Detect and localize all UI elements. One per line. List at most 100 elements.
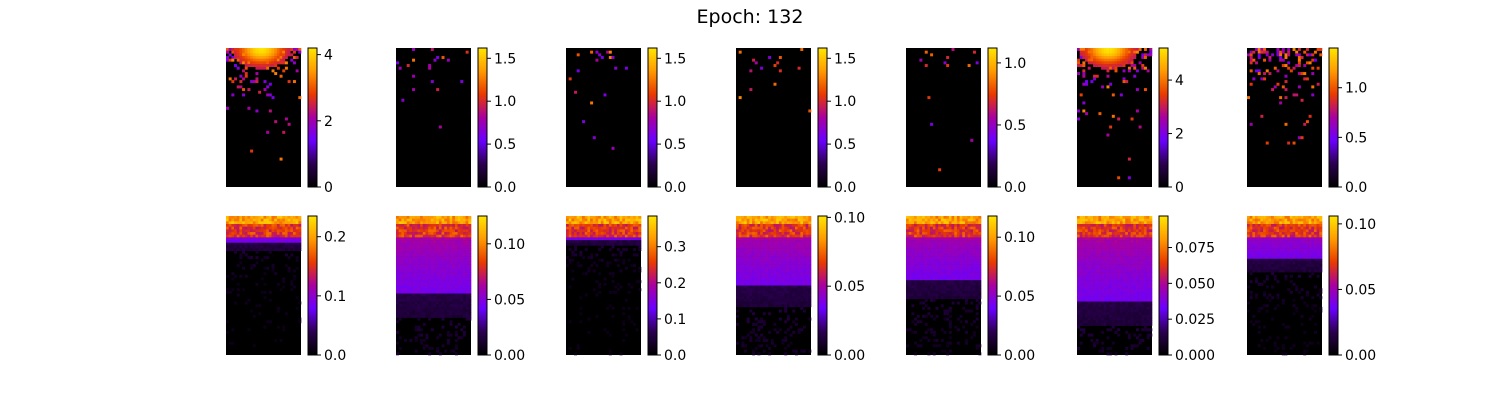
heatmap-cell <box>802 258 806 262</box>
heatmap-cell <box>932 232 936 236</box>
heatmap-cell <box>754 317 758 321</box>
heatmap-cell <box>1135 229 1139 233</box>
heatmap-cell <box>1316 48 1320 51</box>
heatmap-cell <box>757 216 761 219</box>
heatmap-cells <box>1077 216 1153 356</box>
heatmap-cell <box>295 221 299 225</box>
heatmap-cell <box>794 256 798 260</box>
heatmap-cell <box>422 304 426 308</box>
heatmap-cell <box>1313 50 1317 54</box>
heatmap-cell <box>765 296 769 300</box>
heatmap-cell <box>247 248 251 252</box>
heatmap-cell <box>930 266 934 270</box>
heatmap-cell <box>433 290 437 294</box>
heatmap-cell <box>428 226 432 230</box>
heatmap-cell <box>244 221 248 225</box>
heatmap-cell <box>417 264 421 268</box>
heatmap-cell <box>752 269 756 273</box>
heatmap-cell <box>255 224 259 227</box>
heatmap-cell <box>762 338 766 342</box>
heatmap-cell <box>800 285 804 289</box>
heatmap-cell <box>946 264 950 268</box>
heatmap-cell <box>571 224 575 227</box>
heatmap-cell <box>1101 53 1105 57</box>
heatmap-cell <box>412 266 416 270</box>
heatmap-cell <box>1141 229 1145 233</box>
heatmap-cell <box>943 280 947 284</box>
heatmap-cell <box>430 48 434 51</box>
heatmap-cell <box>975 272 979 276</box>
colorbar <box>987 215 998 356</box>
heatmap-cell <box>276 248 280 252</box>
heatmap-cell <box>449 274 453 278</box>
heatmap-cell <box>638 242 642 246</box>
heatmap-cell <box>784 280 788 284</box>
heatmap-cell <box>430 245 434 249</box>
heatmap-cell <box>797 296 801 300</box>
heatmap-cell <box>449 285 453 289</box>
heatmap-cell <box>465 298 469 302</box>
heatmap-cell <box>805 221 809 225</box>
heatmap-cell <box>409 237 413 241</box>
heatmap-cell <box>252 80 256 84</box>
heatmap-cell <box>940 218 944 222</box>
heatmap-cell <box>741 341 745 345</box>
heatmap-cell <box>954 242 958 246</box>
heatmap-cell <box>773 226 777 230</box>
heatmap-cell <box>579 221 583 225</box>
heatmap-cell <box>1279 96 1283 100</box>
heatmap-cell <box>744 253 748 257</box>
heatmap-cell <box>271 58 275 62</box>
heatmap-cell <box>590 264 594 268</box>
heatmap-cell <box>231 48 235 51</box>
heatmap-cell <box>454 248 458 252</box>
heatmap-cell <box>1149 53 1153 57</box>
heatmap-cell <box>1098 221 1102 225</box>
heatmap-cell <box>954 234 958 238</box>
heatmap-cell <box>760 266 764 270</box>
heatmap-cell <box>935 229 939 233</box>
heatmap-cell <box>1082 216 1086 219</box>
heatmap-cell <box>932 280 936 284</box>
heatmap-cell <box>922 272 926 276</box>
heatmap-cell <box>924 336 928 340</box>
heatmap-cell <box>414 221 418 225</box>
heatmap-cell <box>412 261 416 265</box>
heatmap-cell <box>260 61 264 65</box>
heatmap-cell <box>919 224 923 227</box>
heatmap-cell <box>457 216 461 219</box>
heatmap-cell <box>797 256 801 260</box>
heatmap-cell <box>566 229 569 233</box>
heatmap-cell <box>1255 69 1259 73</box>
heatmap-cell <box>430 248 434 252</box>
heatmap-cell <box>250 61 254 65</box>
heatmap-cell <box>964 240 968 244</box>
heatmap-cell <box>425 266 429 270</box>
heatmap-cell <box>797 253 801 257</box>
heatmap-cell <box>744 245 748 249</box>
heatmap-cell <box>938 272 942 276</box>
heatmap-cell <box>940 264 944 268</box>
heatmap-cell <box>454 304 458 308</box>
heatmap-cell <box>805 298 809 302</box>
heatmap-cell <box>1295 53 1299 57</box>
heatmap-cell <box>773 64 777 68</box>
heatmap-cell <box>412 58 416 62</box>
heatmap-cell <box>250 58 254 62</box>
heatmap-cell <box>454 256 458 260</box>
heatmap-cell <box>940 242 944 246</box>
heatmap-cell <box>414 234 418 238</box>
heatmap-cell <box>1079 224 1083 227</box>
heatmap-cell <box>460 298 464 302</box>
heatmap-cell <box>425 277 429 281</box>
heatmap-cell <box>412 258 416 262</box>
heatmap-cell <box>752 352 756 356</box>
heatmap-cell <box>736 253 739 257</box>
heatmap-cell <box>252 61 256 65</box>
heatmap-cell <box>778 285 782 289</box>
heatmap-cell <box>422 290 426 294</box>
heatmap-cell <box>454 325 458 329</box>
heatmap-cell <box>768 280 772 284</box>
heatmap-cell <box>930 288 934 292</box>
heatmap-cell <box>927 242 931 246</box>
